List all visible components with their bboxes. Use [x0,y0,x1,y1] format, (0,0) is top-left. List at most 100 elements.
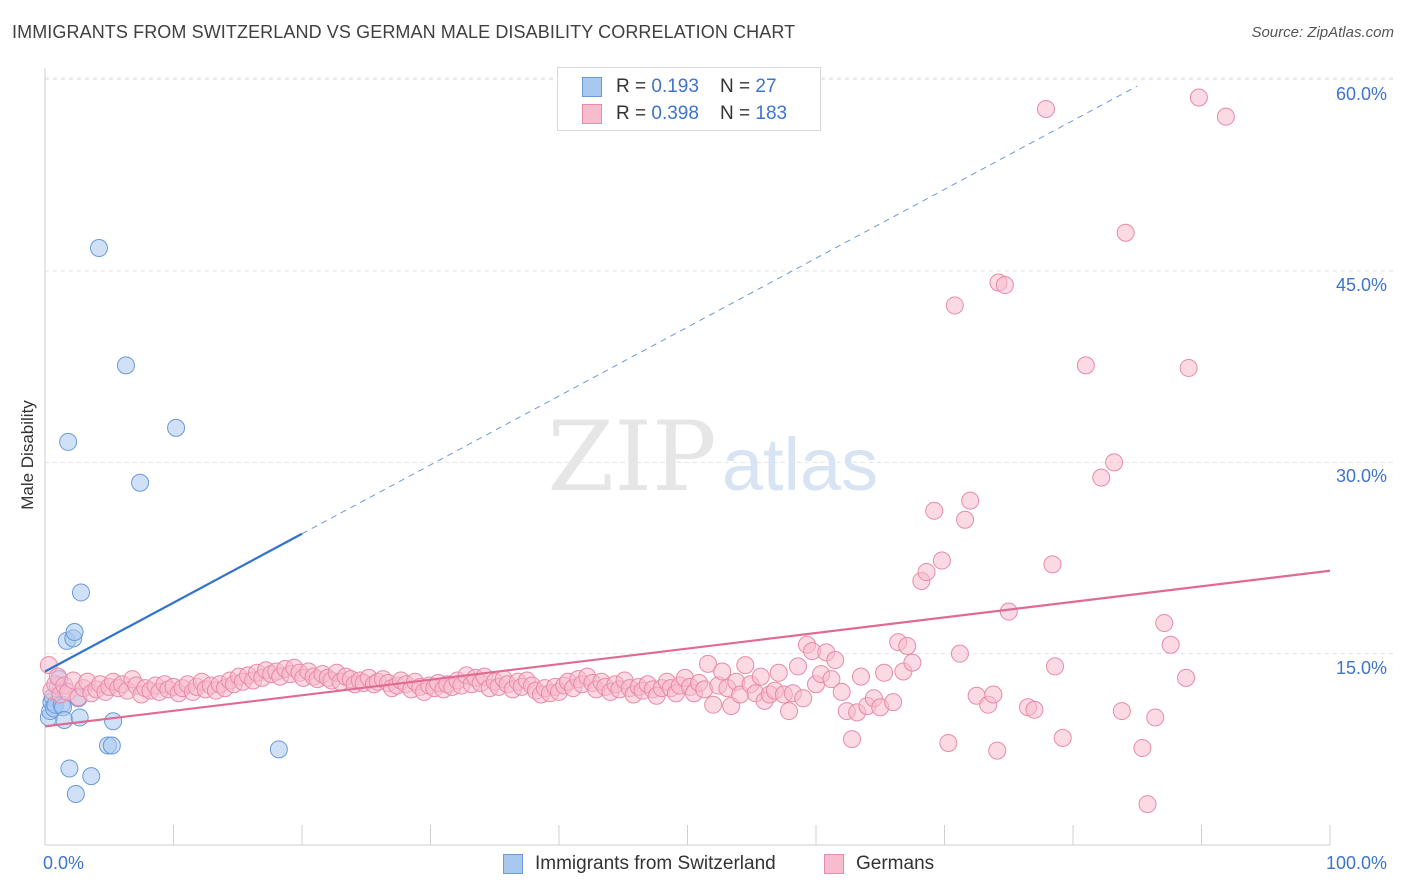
point-germans [988,741,1007,760]
point-switzerland [71,583,90,602]
point-germans [1037,100,1056,119]
point-germans [704,695,723,714]
point-germans [1053,728,1072,747]
point-germans [1025,700,1044,719]
point-germans [1105,453,1124,472]
legend-swatch-germans [582,104,602,124]
point-germans [917,563,936,582]
point-germans [1116,223,1135,242]
point-germans [1161,635,1180,654]
point-switzerland [102,736,121,755]
y-tick-label: 60.0% [1336,83,1388,104]
point-germans [794,689,813,708]
legend-label-germans: Germans [856,853,935,874]
point-switzerland [167,418,186,437]
point-switzerland [60,759,79,778]
trend-lines [44,85,1331,728]
point-germans [822,670,841,689]
point-switzerland [65,622,84,641]
point-germans [1177,668,1196,687]
watermark-zip: ZIP [547,401,716,513]
point-germans [1189,88,1208,107]
legend-stat-text: R = 0.193 N = 27 [616,76,777,98]
point-switzerland [116,356,135,375]
point-germans [875,663,894,682]
legend-swatch-switzerland [582,77,602,97]
legend-item-germans[interactable]: Germans [824,853,934,875]
points-layer [39,88,1235,814]
r-value: 0.193 [651,76,699,97]
point-switzerland [131,473,150,492]
point-switzerland [55,710,74,729]
point-germans [984,685,1003,704]
point-germans [832,682,851,701]
chart-source: Source: ZipAtlas.com [1251,24,1394,41]
point-germans [898,637,917,656]
r-label: R = [616,76,652,97]
legend-swatch-switzerland [503,854,523,874]
point-germans [789,657,808,676]
point-germans [1076,356,1095,375]
legend-stats: R = 0.193 N = 27 R = 0.398 N = 183 [557,67,821,131]
chart-title: IMMIGRANTS FROM SWITZERLAND VS GERMAN MA… [12,22,796,42]
point-germans [903,653,922,672]
watermark-atlas: atlas [722,423,878,506]
point-germans [736,656,755,675]
point-switzerland [82,767,101,786]
point-switzerland [66,784,85,803]
point-switzerland [59,432,78,451]
point-germans [826,651,845,670]
point-germans [751,667,770,686]
point-switzerland [104,712,123,731]
n-label: N = [720,76,756,97]
point-germans [769,663,788,682]
r-value: 0.398 [651,103,699,124]
point-germans [884,693,903,712]
trend-line-switzerland [44,532,303,673]
point-germans [842,730,861,749]
r-label: R = [616,103,652,124]
point-switzerland [89,239,108,258]
point-germans [1179,358,1198,377]
point-germans [1216,107,1235,126]
point-germans [932,551,951,570]
point-germans [961,491,980,510]
point-germans [1133,739,1152,758]
point-germans [851,667,870,686]
n-value: 183 [755,103,788,124]
point-germans [1092,468,1111,487]
x-tick-label-min: 0.0% [43,853,85,873]
point-germans [713,662,732,681]
trend-line-germans [44,569,1331,728]
trend-line-switzerland-extension [301,85,1138,535]
point-germans [1046,657,1065,676]
point-germans [1138,795,1157,814]
y-tick-label: 30.0% [1336,466,1388,487]
legend-series: Immigrants from Switzerland Germans [0,853,1406,877]
legend-stat-text: R = 0.398 N = 183 [616,103,787,125]
n-label: N = [720,103,756,124]
point-germans [999,602,1018,621]
point-germans [1043,555,1062,574]
point-switzerland [269,740,288,759]
point-germans [1146,708,1165,727]
point-germans [925,501,944,520]
x-tick-label-max: 100.0% [1326,853,1388,873]
point-germans [939,733,958,752]
point-germans [1155,614,1174,633]
point-germans [1112,702,1131,721]
n-value: 27 [755,76,777,97]
legend-swatch-germans [824,854,844,874]
legend-item-switzerland[interactable]: Immigrants from Switzerland [503,853,776,875]
y-tick-label: 45.0% [1336,275,1388,295]
point-germans [699,654,718,673]
point-germans [950,644,969,663]
point-germans [945,296,964,315]
axes [44,68,1331,846]
legend-label-switzerland: Immigrants from Switzerland [535,853,776,874]
y-tick-label: 15.0% [1336,657,1388,678]
point-germans [995,276,1014,295]
point-germans [956,510,975,529]
point-germans [780,702,799,721]
